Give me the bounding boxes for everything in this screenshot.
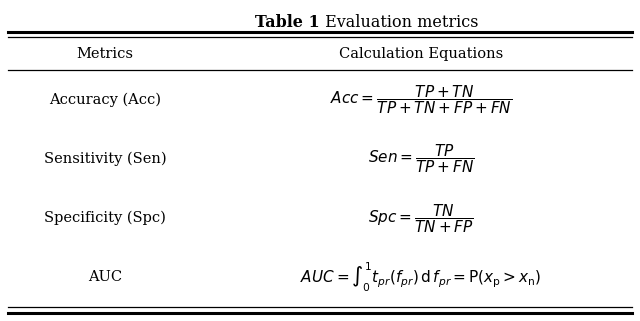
Text: Sensitivity (Sen): Sensitivity (Sen) (44, 152, 166, 166)
Text: Accuracy (Acc): Accuracy (Acc) (49, 92, 161, 107)
Text: Evaluation metrics: Evaluation metrics (320, 14, 479, 31)
Text: Table 1: Table 1 (255, 14, 320, 31)
Text: $\mathit{Acc} = \dfrac{\mathit{TP} + \mathit{TN}}{\mathit{TP} + \mathit{TN} + \m: $\mathit{Acc} = \dfrac{\mathit{TP} + \ma… (330, 83, 512, 116)
Text: Metrics: Metrics (77, 47, 134, 61)
Text: Calculation Equations: Calculation Equations (339, 47, 503, 61)
Text: $\mathit{AUC} = \int_0^1 t_{pr}(f_{pr})\,\mathrm{d}\,f_{pr} = \mathrm{P}(x_\math: $\mathit{AUC} = \int_0^1 t_{pr}(f_{pr})\… (300, 261, 541, 294)
Text: Specificity (Spc): Specificity (Spc) (44, 211, 166, 225)
Text: $\mathit{Spc} = \dfrac{\mathit{TN}}{\mathit{TN} + \mathit{FP}}$: $\mathit{Spc} = \dfrac{\mathit{TN}}{\mat… (368, 202, 474, 235)
Text: $\mathit{Sen} = \dfrac{\mathit{TP}}{\mathit{TP} + \mathit{FN}}$: $\mathit{Sen} = \dfrac{\mathit{TP}}{\mat… (367, 143, 474, 175)
Text: AUC: AUC (88, 270, 122, 284)
